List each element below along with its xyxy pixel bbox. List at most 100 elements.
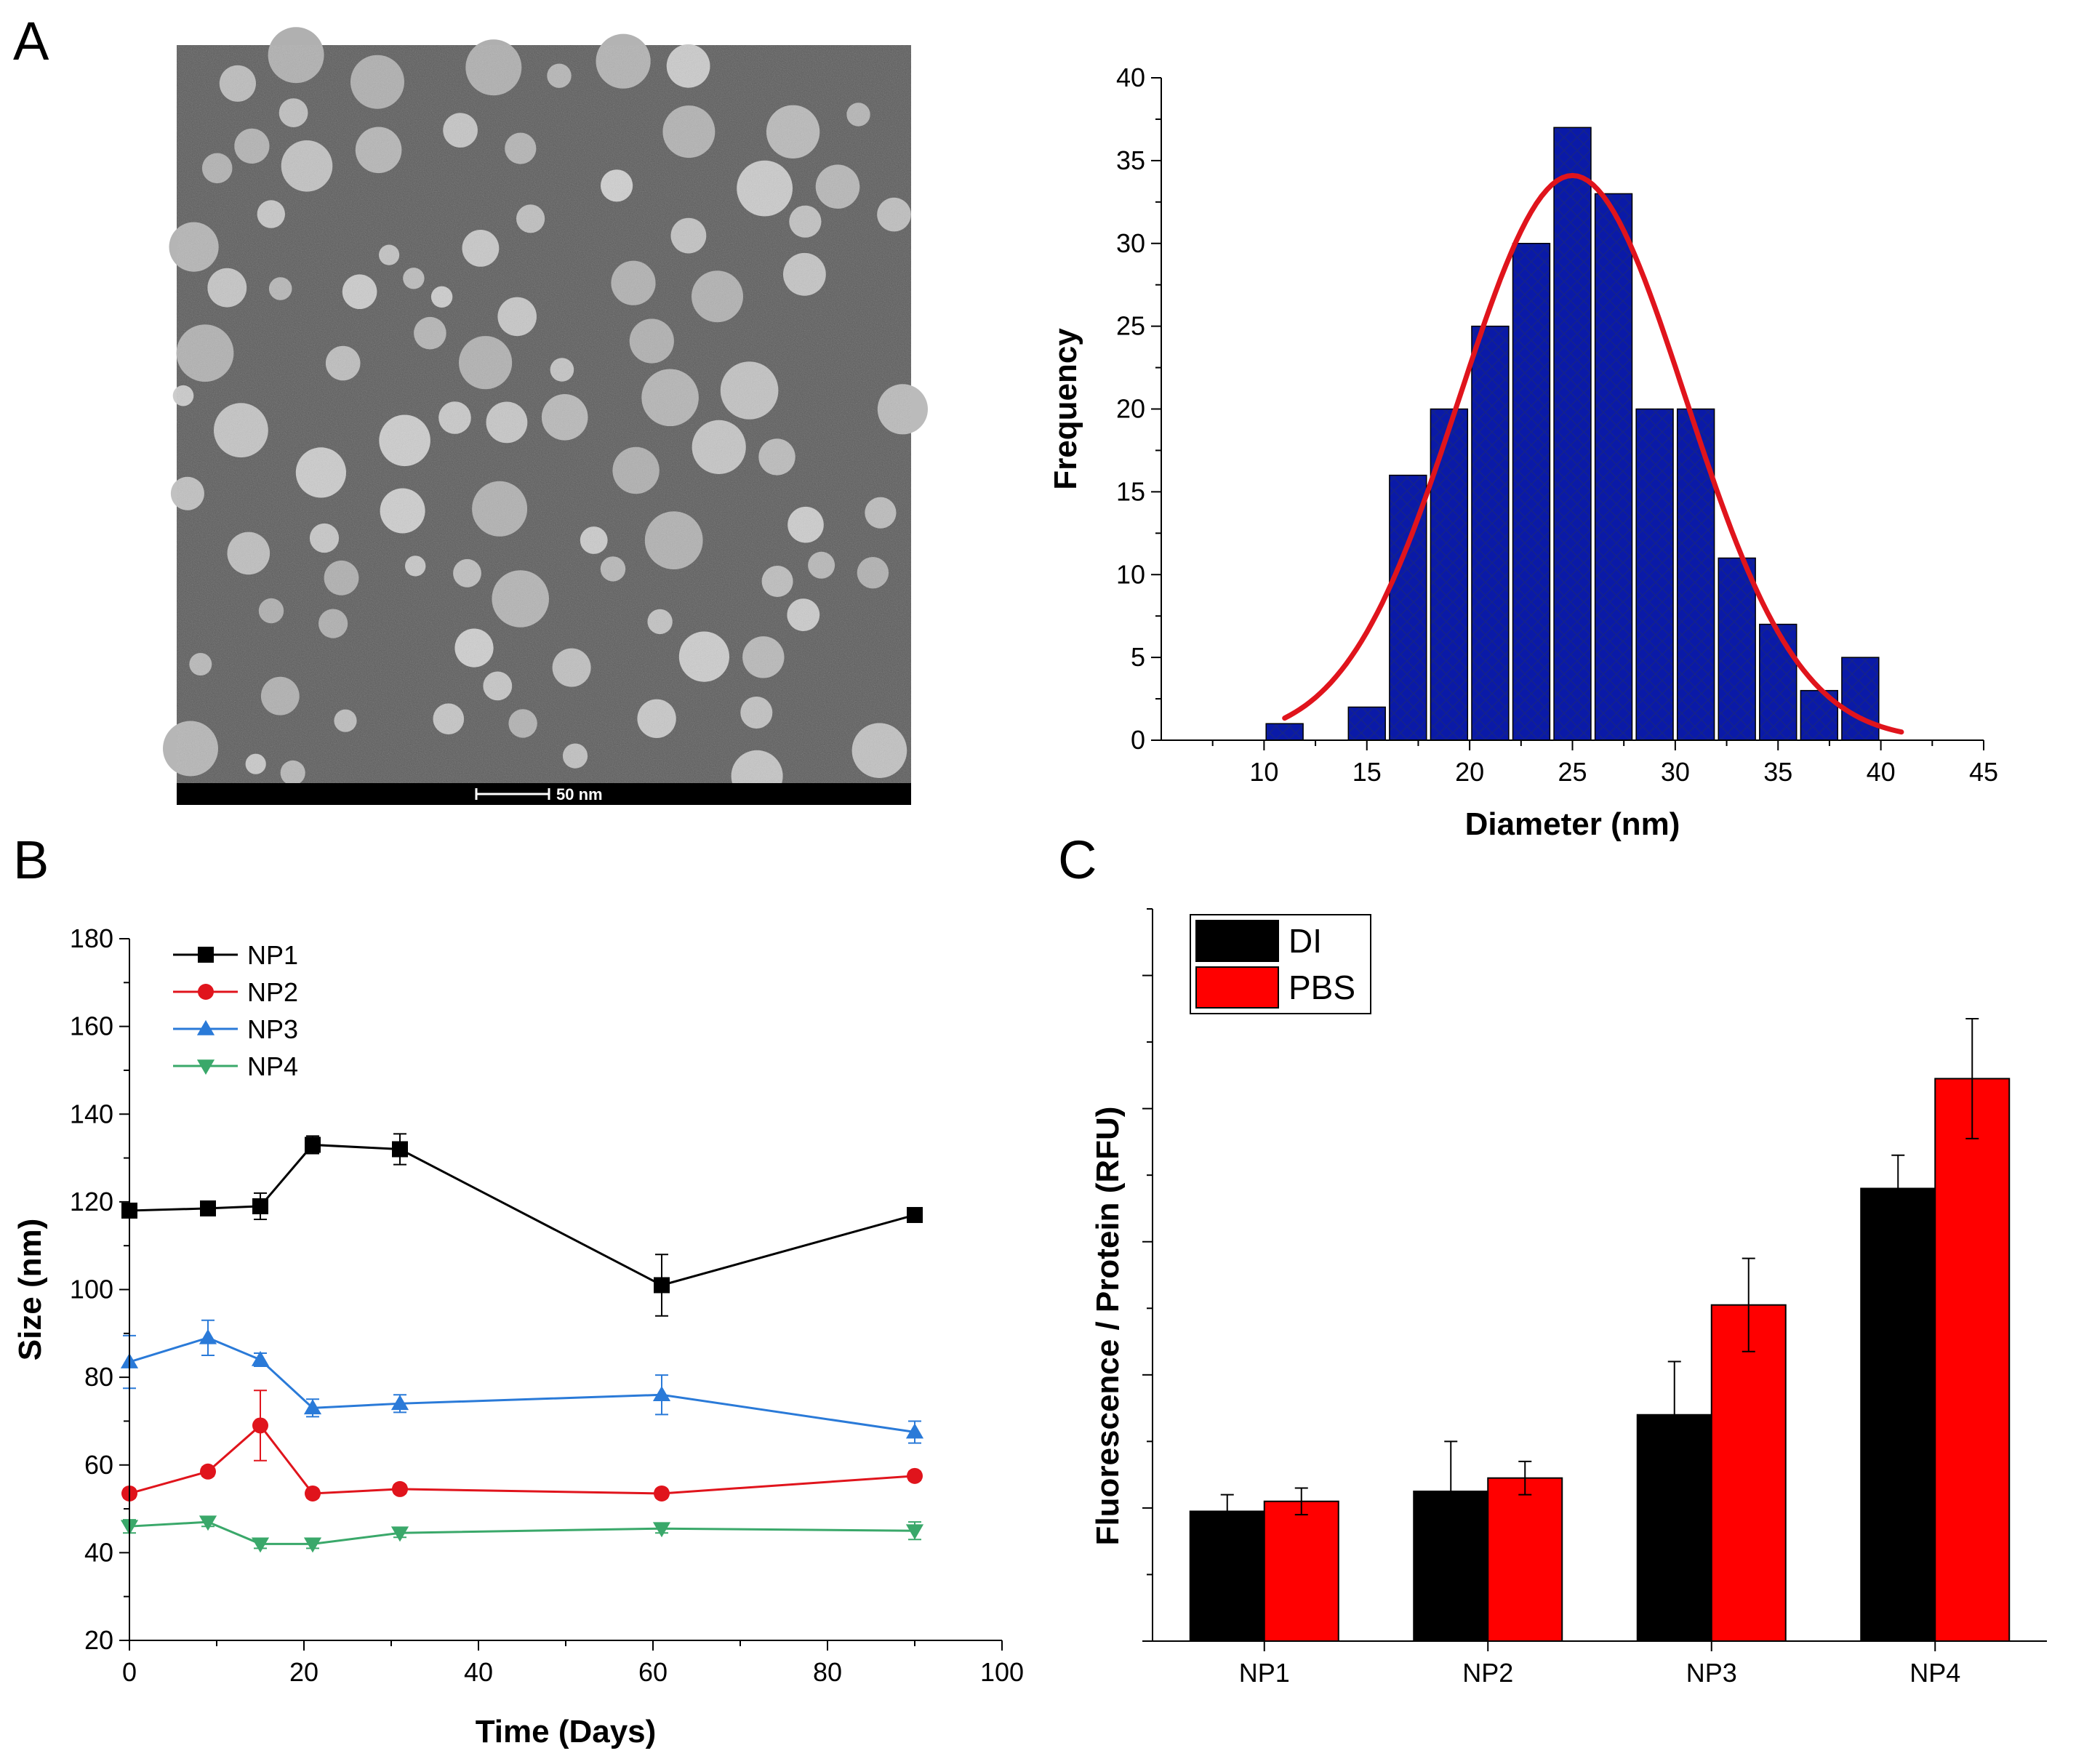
legend-marker-np1 xyxy=(198,947,214,963)
bar-di xyxy=(1860,1187,1936,1643)
category-label: NP1 xyxy=(1239,1658,1290,1688)
histogram-bar xyxy=(1594,193,1633,741)
histogram-x-tick-label: 10 xyxy=(1249,757,1278,787)
stability-y-tick-label: 120 xyxy=(70,1187,113,1216)
legend-marker-np4 xyxy=(196,1059,215,1075)
data-point-np4 xyxy=(390,1526,409,1542)
stability-x-title: Time (Days) xyxy=(476,1714,657,1749)
data-point-np2 xyxy=(907,1467,923,1484)
data-point-np4 xyxy=(251,1537,270,1553)
data-point-np2 xyxy=(305,1485,321,1502)
legend-marker-np2 xyxy=(198,984,214,1000)
histogram-bar xyxy=(1676,408,1715,741)
data-point-np2 xyxy=(654,1485,670,1502)
histogram-x-title: Diameter (nm) xyxy=(1465,806,1680,842)
legend-label-pbs: PBS xyxy=(1289,969,1355,1006)
histogram-y-tick-label: 30 xyxy=(1116,228,1145,258)
gaussian-fit-curve xyxy=(1282,172,1904,735)
bar-pbs xyxy=(1710,1304,1787,1642)
stability-y-tick-label: 100 xyxy=(70,1275,113,1304)
stability-x-tick-label: 100 xyxy=(980,1657,1024,1687)
panel-letter-a: A xyxy=(13,11,49,71)
histogram-x-tick-label: 20 xyxy=(1455,757,1484,787)
category-label: NP2 xyxy=(1462,1658,1513,1688)
histogram-y-tick-label: 10 xyxy=(1116,559,1145,589)
fluorescence-y-title: Fluorescence / Protein (RFU) xyxy=(1090,1107,1126,1546)
histogram-y-tick-label: 15 xyxy=(1116,476,1145,506)
stability-y-tick-label: 20 xyxy=(84,1625,113,1655)
series-line-np4 xyxy=(129,1520,915,1545)
stability-x-tick-label: 60 xyxy=(638,1657,668,1687)
data-point-np3 xyxy=(390,1395,409,1411)
histogram-y-tick-label: 5 xyxy=(1131,642,1145,672)
data-point-np4 xyxy=(303,1537,322,1553)
histogram-x-tick-label: 15 xyxy=(1352,757,1382,787)
data-point-np3 xyxy=(251,1350,270,1366)
histogram-bar xyxy=(1635,408,1674,741)
histogram-y-title: Frequency xyxy=(1048,328,1083,490)
legend-swatch-pbs xyxy=(1195,966,1279,1009)
histogram-x-tick-label: 40 xyxy=(1867,757,1896,787)
histogram-y-tick-label: 0 xyxy=(1131,725,1145,755)
legend-label-di: DI xyxy=(1289,922,1322,960)
histogram-bar xyxy=(1265,723,1304,741)
data-point-np3 xyxy=(652,1386,671,1402)
data-point-np2 xyxy=(200,1463,216,1480)
tem-scale-label: 50 nm xyxy=(556,785,603,803)
histogram-y-tick-label: 40 xyxy=(1116,63,1145,92)
fluorescence-chart: NP1 NP2 NP3 NP4 Fluorescence / Protein (RFU)… xyxy=(1090,908,2047,1688)
histogram-bar xyxy=(1389,474,1427,741)
bar-pbs xyxy=(1487,1477,1563,1642)
bar-di xyxy=(1189,1510,1265,1642)
stability-y-tick-label: 180 xyxy=(70,923,113,953)
series-line-np1 xyxy=(129,1143,915,1287)
stability-x-tick-label: 80 xyxy=(813,1657,842,1687)
panel-letter-b: B xyxy=(13,830,49,890)
histogram-bar xyxy=(1347,706,1386,741)
tem-micrograph: 50 nm xyxy=(163,27,928,805)
data-point-np1 xyxy=(654,1277,670,1294)
data-point-np1 xyxy=(200,1200,216,1216)
data-point-np3 xyxy=(199,1328,217,1344)
data-point-np2 xyxy=(252,1417,268,1434)
data-point-np1 xyxy=(305,1136,321,1153)
data-point-np4 xyxy=(652,1522,671,1538)
histogram-bar xyxy=(1553,127,1592,741)
data-point-np4 xyxy=(905,1524,924,1540)
histogram-bar xyxy=(1841,657,1880,741)
bar-pbs xyxy=(1263,1500,1339,1643)
histogram-x-tick-label: 30 xyxy=(1661,757,1690,787)
stability-y-tick-label: 40 xyxy=(84,1537,113,1567)
stability-x-tick-label: 40 xyxy=(464,1657,493,1687)
series-line-np3 xyxy=(129,1336,915,1433)
legend-swatch-di xyxy=(1195,920,1279,962)
stability-y-tick-label: 80 xyxy=(84,1362,113,1392)
series-line-np2 xyxy=(129,1424,915,1495)
data-point-np3 xyxy=(905,1423,924,1439)
histogram-x-tick-label: 45 xyxy=(1969,757,1998,787)
legend-label-np1: NP1 xyxy=(247,940,298,970)
legend-label-np4: NP4 xyxy=(247,1051,298,1081)
legend-marker-np3 xyxy=(196,1019,215,1035)
stability-x-tick-label: 20 xyxy=(289,1657,318,1687)
tem-noise xyxy=(177,45,911,783)
stability-x-tick-label: 0 xyxy=(122,1657,137,1687)
histogram-x-tick-label: 35 xyxy=(1763,757,1792,787)
histogram-bar xyxy=(1718,557,1756,741)
data-point-np1 xyxy=(252,1198,268,1214)
legend-label-np3: NP3 xyxy=(247,1014,298,1044)
category-label: NP4 xyxy=(1909,1658,1960,1688)
stability-chart: NP1 NP2 NP3 NP4 20 40 60 80 100 120 140 160 180 0 20 40… xyxy=(12,923,1024,1749)
histogram-chart: 0 5 10 15 20 25 30 35 40 10 15 20 25 30 35 40 45 Diameter… xyxy=(1048,63,1998,842)
stability-y-tick-label: 140 xyxy=(70,1099,113,1128)
data-point-np1 xyxy=(907,1206,923,1223)
histogram-bar xyxy=(1430,408,1469,741)
legend-label-np2: NP2 xyxy=(247,977,298,1007)
panel-letter-c: C xyxy=(1058,830,1097,890)
histogram-y-tick-label: 25 xyxy=(1116,311,1145,341)
histogram-y-tick-label: 35 xyxy=(1116,145,1145,175)
histogram-x-tick-label: 25 xyxy=(1558,757,1587,787)
bar-pbs xyxy=(1934,1078,2011,1642)
histogram-bar xyxy=(1759,623,1798,741)
histogram-bar xyxy=(1512,243,1551,741)
